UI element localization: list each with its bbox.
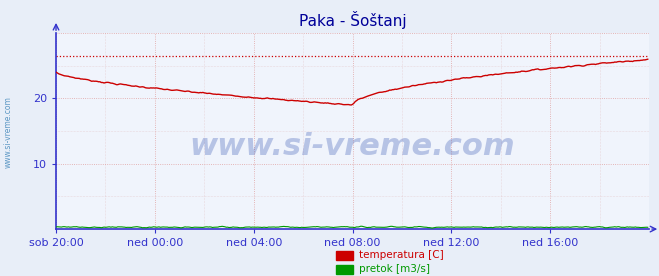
Text: temperatura [C]: temperatura [C] [359,250,444,260]
Text: pretok [m3/s]: pretok [m3/s] [359,264,430,274]
Text: www.si-vreme.com: www.si-vreme.com [190,132,515,161]
Title: Paka - Šoštanj: Paka - Šoštanj [299,11,407,29]
Text: www.si-vreme.com: www.si-vreme.com [3,97,13,168]
